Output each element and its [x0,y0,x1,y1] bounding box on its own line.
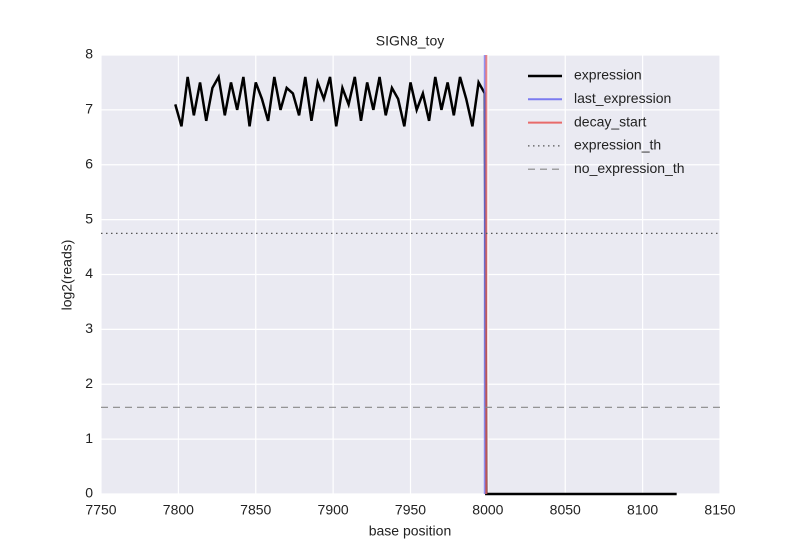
y-tick-label: 1 [85,430,93,446]
y-tick-label: 5 [85,210,93,226]
x-tick-label: 8000 [472,502,503,518]
y-tick-label: 6 [85,155,93,171]
legend-label: no_expression_th [574,160,685,176]
legend-label: last_expression [574,90,671,106]
y-tick-label: 3 [85,320,93,336]
legend-label: decay_start [574,113,646,129]
x-tick-label: 8150 [704,502,735,518]
legend-label: expression_th [574,137,661,153]
x-axis-label: base position [369,523,452,539]
x-tick-label: 7950 [395,502,426,518]
x-tick-label: 8050 [550,502,581,518]
x-tick-label: 7900 [318,502,349,518]
legend-label: expression [574,67,642,83]
y-axis-label: log2(reads) [59,240,75,311]
y-tick-label: 0 [85,485,93,501]
y-tick-label: 8 [85,46,93,62]
y-tick-label: 2 [85,375,93,391]
expression-line [174,73,677,496]
y-tick-label: 7 [85,101,93,117]
x-tick-label: 7850 [240,502,271,518]
x-tick-label: 7800 [163,502,194,518]
x-tick-label: 8100 [627,502,658,518]
chart-title: SIGN8_toy [376,33,444,49]
y-tick-label: 4 [85,265,93,281]
x-tick-label: 7750 [85,502,116,518]
